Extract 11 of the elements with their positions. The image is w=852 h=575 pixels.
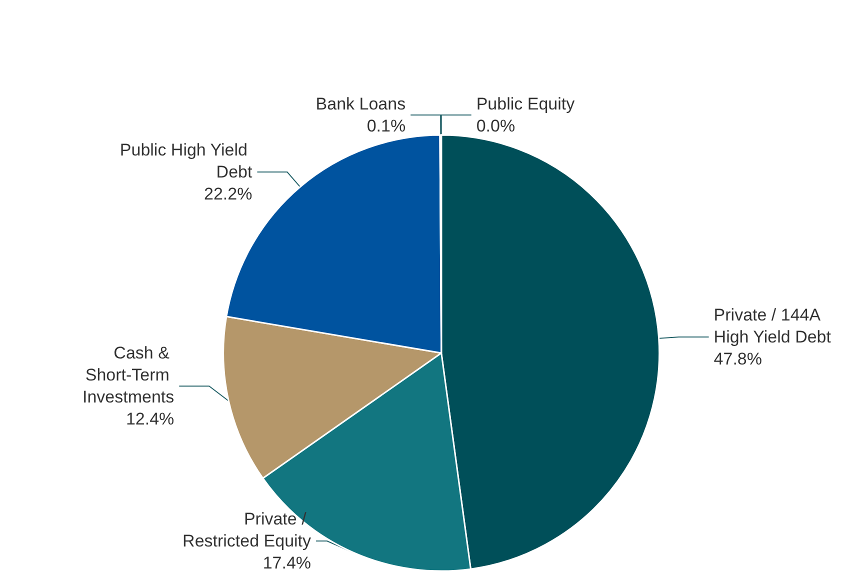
text: 0.0% [476,116,516,136]
category-label: Public Equity [476,94,575,114]
data-label: 0.1% [366,116,406,136]
slice-label: Public High Yield Debt [120,140,252,182]
data-label: 22.2% [204,184,252,204]
slice-label: Bank Loans [316,94,406,114]
data-label: 47.8% [714,349,762,368]
data-label: 12.4% [126,410,174,429]
data-label: 17.4% [262,554,312,572]
slice-label: Cash & Short-Term Investments [82,344,174,407]
slice-label: Private / 144A High Yield Debt [714,305,832,346]
